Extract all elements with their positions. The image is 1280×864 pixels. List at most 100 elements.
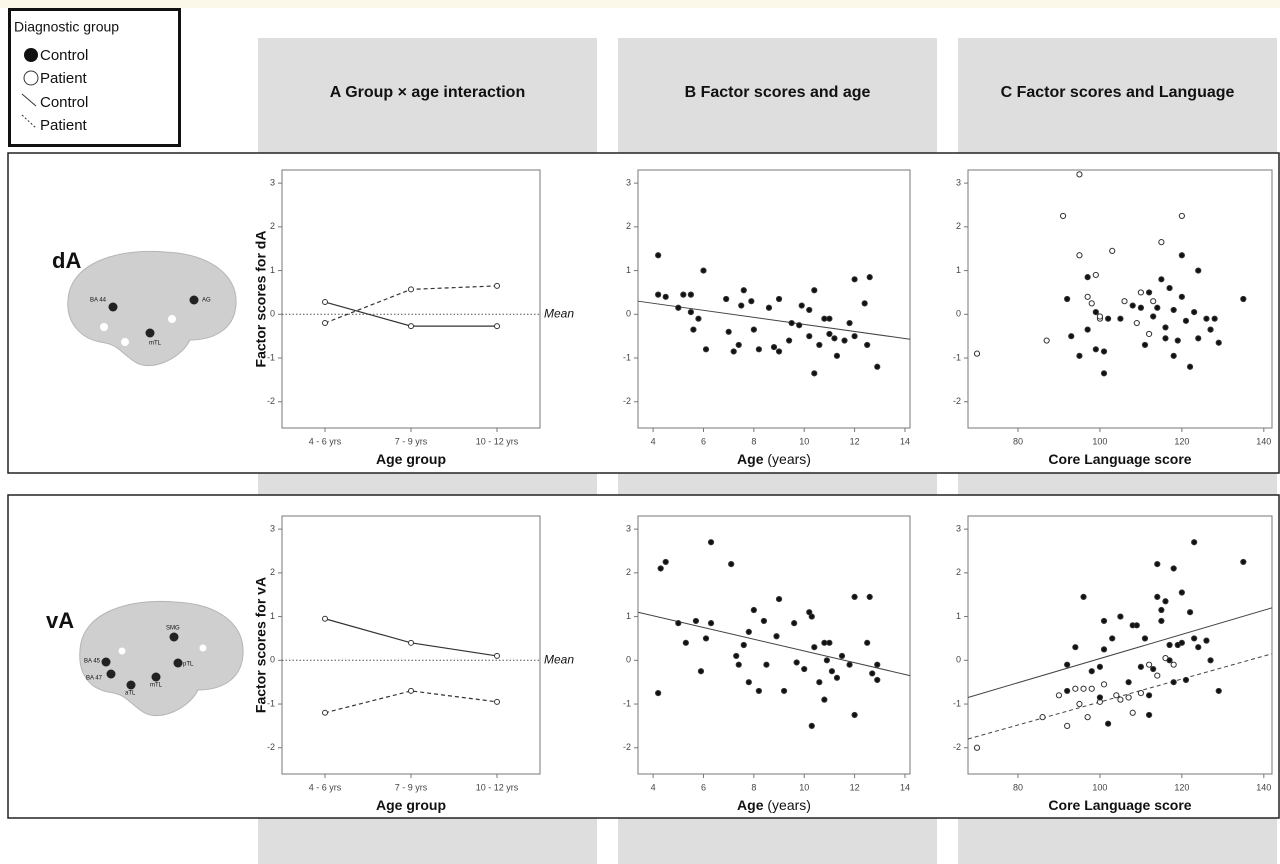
point [657, 565, 664, 572]
point [760, 617, 768, 625]
point [1133, 319, 1140, 327]
x-axis-label: Core Language score [1048, 797, 1191, 813]
fit-line [637, 300, 911, 340]
legend-symbol [24, 48, 38, 62]
point [866, 274, 873, 281]
point [1240, 295, 1247, 303]
legend-title: Diagnostic group [14, 19, 119, 35]
point [1105, 315, 1112, 322]
series-line [324, 690, 498, 714]
point [662, 558, 669, 566]
point [1154, 593, 1161, 600]
x-axis-label-main: Age [737, 451, 764, 467]
x-axis-label: Age (years) [737, 451, 811, 467]
y-tick-label: 1 [956, 611, 961, 621]
y-tick-label: 2 [270, 567, 275, 577]
point [1207, 657, 1214, 664]
brain-label: BA 47 [86, 676, 103, 682]
point [1064, 295, 1071, 303]
point [687, 309, 694, 316]
y-axis-label: Factor scores for vA [253, 577, 269, 713]
y-tick-label: 1 [626, 265, 631, 275]
x-tick-label: 14 [900, 782, 910, 792]
legend-item: Control [40, 47, 88, 64]
point [755, 346, 762, 353]
point [1137, 663, 1144, 670]
point [775, 348, 783, 355]
point [1150, 298, 1157, 305]
point [1092, 271, 1099, 279]
y-tick-label: 0 [956, 655, 961, 665]
point [1158, 239, 1165, 246]
point [1170, 679, 1177, 686]
point [702, 635, 710, 642]
x-axis-label-main: Core Language score [1048, 451, 1191, 467]
y-tick-label: 0 [626, 309, 631, 319]
point [866, 593, 873, 600]
point [838, 652, 846, 660]
point [1195, 267, 1202, 274]
point [1150, 665, 1157, 673]
x-tick-label: 6 [701, 436, 706, 446]
point [695, 315, 702, 322]
point [1162, 324, 1169, 331]
point [1137, 690, 1144, 697]
y-tick-label: -1 [953, 352, 961, 362]
point [322, 709, 328, 716]
y-tick-label: -1 [267, 352, 275, 362]
point [1215, 339, 1222, 346]
y-tick-label: -2 [267, 742, 275, 752]
point [1059, 212, 1067, 220]
point [874, 676, 881, 684]
x-tick-label: 4 [651, 436, 656, 446]
point [735, 341, 742, 349]
y-tick-label: -1 [623, 352, 631, 362]
point [1178, 293, 1185, 300]
point [1129, 709, 1136, 716]
point [780, 687, 788, 695]
point [864, 341, 871, 349]
brain-label: AG [202, 298, 211, 304]
point [1166, 641, 1173, 649]
x-tick-label: 4 - 6 yrs [309, 436, 342, 446]
point [1100, 681, 1108, 688]
point [833, 674, 841, 681]
brain-label: aTL [125, 691, 136, 697]
point [728, 561, 735, 568]
point [730, 348, 737, 355]
plot-frame [967, 169, 1273, 429]
x-tick-label: 14 [900, 436, 910, 446]
legend-symbol [21, 114, 37, 129]
x-tick-label: 7 - 9 yrs [395, 782, 428, 792]
point [765, 304, 773, 311]
point [494, 698, 500, 705]
point [322, 615, 328, 622]
point [692, 617, 700, 625]
point [864, 639, 871, 646]
point [655, 690, 662, 697]
x-axis-label: Core Language score [1048, 451, 1191, 467]
point [1166, 657, 1173, 664]
point [841, 337, 848, 344]
point [408, 687, 414, 694]
point [763, 661, 770, 668]
point [1043, 337, 1050, 344]
legend-box [8, 8, 181, 147]
point [707, 620, 715, 627]
y-tick-label: 2 [956, 567, 961, 577]
reference-label: Mean [544, 306, 574, 320]
point [1158, 617, 1165, 625]
point [1092, 309, 1099, 316]
point [788, 319, 795, 327]
x-axis-label-main: Age group [376, 451, 446, 467]
point [1182, 317, 1190, 324]
y-tick-label: 0 [270, 655, 275, 665]
point [786, 337, 793, 344]
point [1145, 289, 1153, 296]
point [806, 333, 813, 340]
point [831, 335, 838, 342]
plot-frame [637, 515, 911, 775]
point [1186, 363, 1194, 370]
point [1084, 326, 1091, 333]
point [1072, 644, 1079, 651]
